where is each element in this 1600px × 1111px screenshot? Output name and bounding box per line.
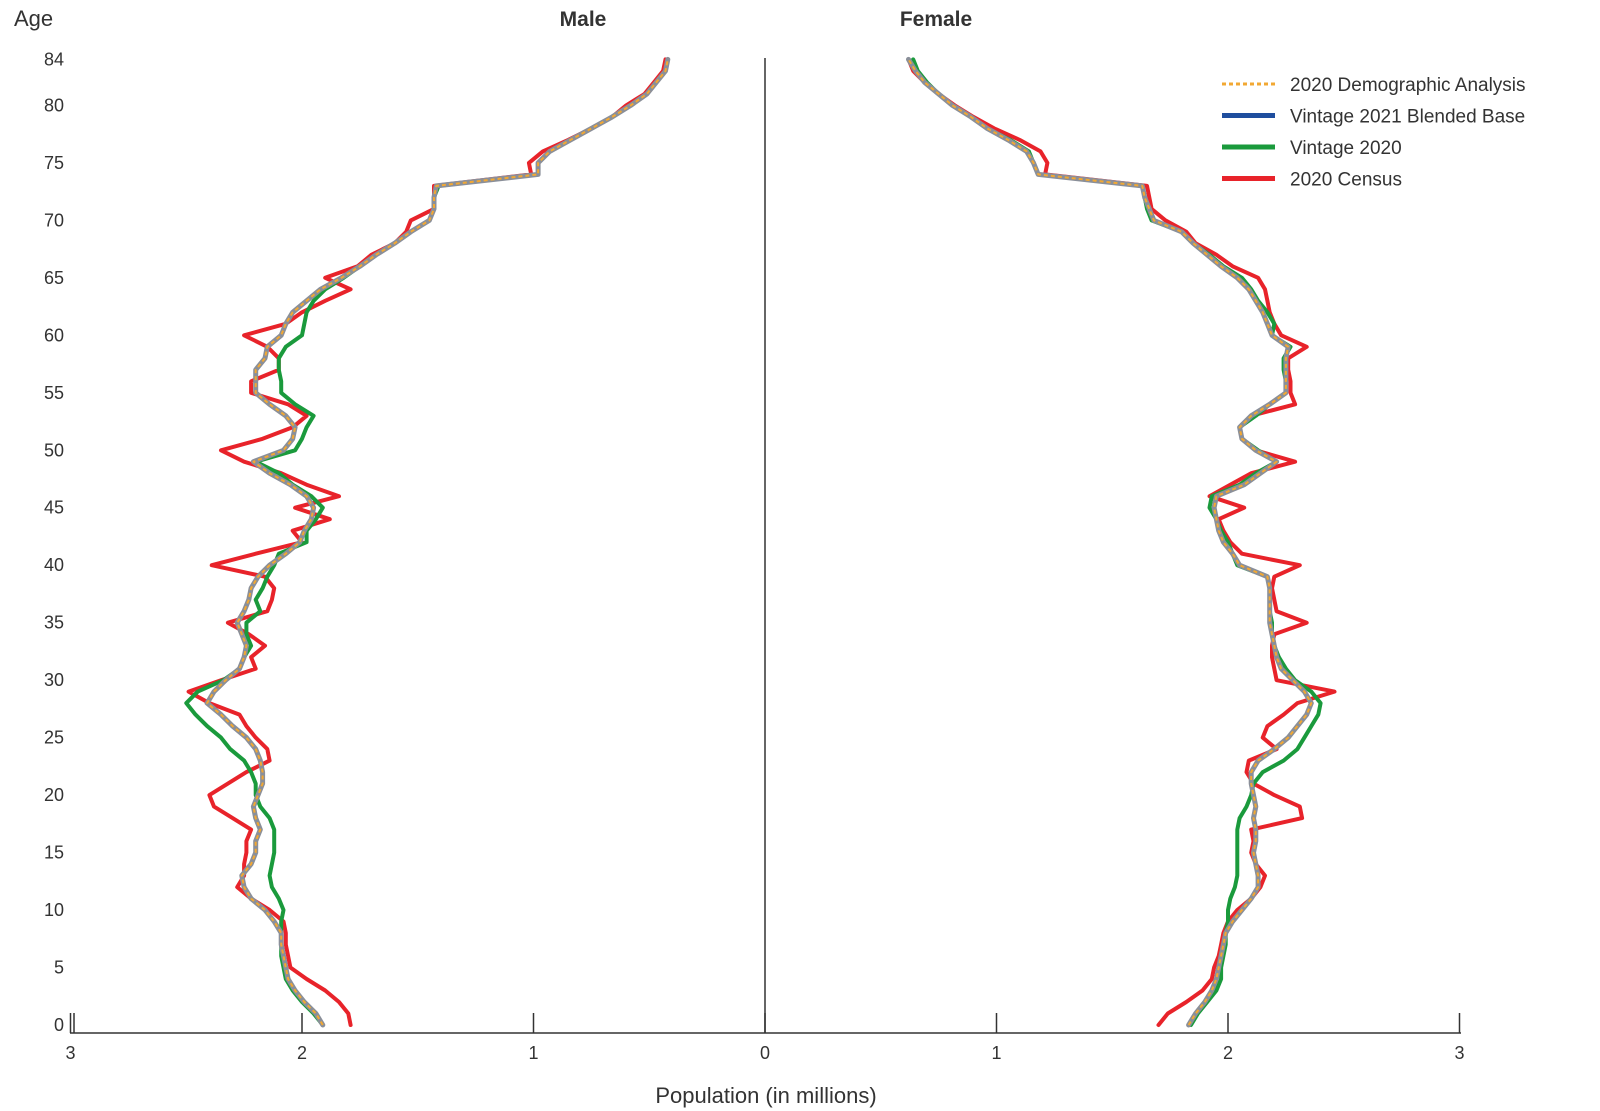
x-ticks: 3 2 1 0 1 2 3	[65, 1013, 1465, 1063]
y-tick-label: 15	[44, 843, 64, 863]
series-line-2020-demographic-analysis-female	[907, 58, 1313, 1026]
y-tick-label: 65	[44, 268, 64, 288]
y-tick-label: 40	[44, 555, 64, 575]
y-tick-label: 45	[44, 498, 64, 518]
y-ticks: 0 5 10 15 20 25 30 35 40 45 50 55 60 65 70 75 80 84	[44, 49, 64, 1035]
y-tick-label: 10	[44, 900, 64, 920]
series-line-vintage-2020-male	[184, 57, 670, 1027]
y-tick-label: 70	[44, 210, 64, 230]
y-tick-label: 80	[44, 95, 64, 115]
legend-label-vintage-2021-blended-base: Vintage 2021 Blended Base	[1290, 107, 1525, 128]
series-line-2020-census-female	[906, 57, 1337, 1027]
series-line-vintage-2021-blended-base-female	[906, 57, 1314, 1027]
series-line-2020-demographic-analysis-male	[206, 59, 669, 1026]
x-tick-label: 3	[1454, 1043, 1464, 1063]
legend-label-vintage-2020: Vintage 2020	[1290, 138, 1402, 159]
legend-label-2020-demographic-analysis: 2020 Demographic Analysis	[1290, 75, 1526, 96]
series-line-vintage-2021-blended-base-male	[205, 57, 670, 1027]
y-tick-label: 55	[44, 383, 64, 403]
y-tick-label: 20	[44, 785, 64, 805]
y-tick-label: 50	[44, 440, 64, 460]
series-line-2020-demographic-analysis-female-outline	[906, 56, 1314, 1028]
x-tick-label: 1	[528, 1043, 538, 1063]
female-title: Female	[900, 8, 972, 31]
x-tick-label: 1	[991, 1043, 1001, 1063]
male-title: Male	[560, 8, 607, 31]
y-tick-label: 0	[54, 1015, 64, 1035]
y-tick-label: 35	[44, 613, 64, 633]
series-layer	[184, 56, 1337, 1028]
legend-label-2020-census: 2020 Census	[1290, 170, 1402, 191]
series-line-2020-demographic-analysis-male-outline	[204, 56, 671, 1028]
x-tick-label: 0	[760, 1043, 770, 1063]
y-tick-label: 60	[44, 325, 64, 345]
x-tick-label: 2	[1223, 1043, 1233, 1063]
y-tick-label: 25	[44, 728, 64, 748]
series-line-2020-census-male	[186, 57, 668, 1027]
y-tick-label: 30	[44, 670, 64, 690]
y-tick-label: 75	[44, 153, 64, 173]
x-axis-title: Population (in millions)	[655, 1083, 876, 1108]
y-tick-label: 84	[44, 49, 64, 69]
x-tick-label: 3	[65, 1043, 75, 1063]
legend: 2020 Demographic Analysis Vintage 2021 Bl…	[1222, 75, 1526, 191]
y-axis-title: Age	[14, 6, 53, 31]
x-tick-label: 2	[297, 1043, 307, 1063]
y-tick-label: 5	[54, 958, 64, 978]
